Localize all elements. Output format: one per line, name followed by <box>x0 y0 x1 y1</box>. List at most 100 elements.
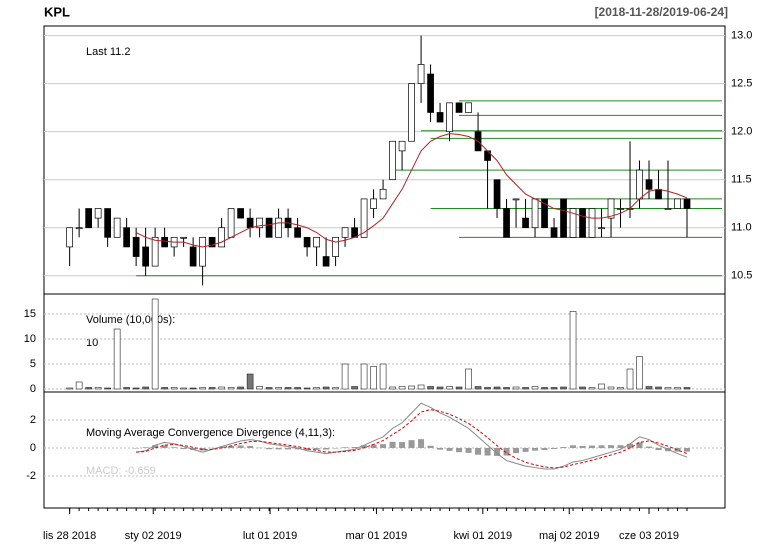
macd-bar <box>256 447 263 449</box>
candle-body <box>113 217 121 238</box>
macd-bar <box>484 447 491 456</box>
candle-body <box>227 208 235 238</box>
candle-body <box>417 64 425 84</box>
candle-body <box>294 227 301 238</box>
volume-bar <box>493 386 501 390</box>
macd-bar <box>237 445 244 448</box>
volume-bar <box>550 387 558 390</box>
candle-body <box>493 179 501 209</box>
candle-body <box>322 256 330 267</box>
volume-bar <box>446 386 453 390</box>
candle-body <box>218 227 225 248</box>
candle-body <box>275 217 282 238</box>
y-tick-label: 2 <box>30 414 36 426</box>
y-tick-label: 11.0 <box>731 222 752 234</box>
volume-bar <box>370 366 377 390</box>
volume-bar <box>170 387 178 390</box>
y-tick-label: 0 <box>30 383 36 395</box>
volume-bar <box>436 386 444 390</box>
macd-bar <box>171 447 178 448</box>
macd-bar <box>408 440 415 448</box>
macd-label: Moving Average Convergence Divergence (4… <box>86 427 335 439</box>
candle-body <box>512 198 520 201</box>
macd-bar <box>579 446 586 448</box>
candle-body <box>379 188 387 200</box>
candle-body <box>75 227 83 230</box>
volume-label: Volume (10,000s): <box>86 314 175 326</box>
candle-body <box>455 102 463 113</box>
candle-body <box>123 227 130 248</box>
macd-bar <box>446 447 453 451</box>
y-tick-label: 12.5 <box>731 78 752 90</box>
volume-bar <box>389 386 396 390</box>
macd-bar <box>313 447 320 450</box>
volume-last: 10 <box>86 337 98 349</box>
candle-body <box>199 236 206 267</box>
x-tick-label: cze 03 2019 <box>619 530 679 542</box>
volume-bar <box>664 387 672 390</box>
macd-bar <box>399 442 406 448</box>
sma-line <box>135 133 688 248</box>
y-tick-label: 11.5 <box>731 174 752 186</box>
macd-bar <box>437 447 444 450</box>
volume-bar <box>607 386 615 390</box>
macd-bar <box>418 439 425 448</box>
volume-bar <box>256 386 263 390</box>
volume-bar <box>208 387 216 390</box>
macd-bar <box>152 445 159 448</box>
volume-bar <box>674 387 681 390</box>
macd-bar <box>361 445 368 448</box>
macd-bar <box>541 447 548 451</box>
macd-bar <box>627 443 634 448</box>
macd-bar <box>646 446 653 448</box>
macd-bar <box>636 442 643 448</box>
candle-body <box>237 208 244 219</box>
volume-bar <box>341 363 349 390</box>
volume-bar <box>237 386 244 390</box>
volume-bar <box>265 387 273 390</box>
candle-body <box>265 217 273 238</box>
macd-bar <box>503 447 510 456</box>
y-tick-label: -2 <box>26 470 36 482</box>
candle-body <box>503 208 510 238</box>
macd-panel <box>43 391 726 509</box>
volume-bar <box>313 387 320 390</box>
volume-bar <box>275 387 282 390</box>
macd-bar <box>598 445 605 448</box>
volume-bar <box>351 386 358 390</box>
candle-body <box>664 208 672 210</box>
volume-bar <box>218 386 225 390</box>
candle-body <box>408 83 415 142</box>
chart-title: KPL <box>44 4 70 19</box>
candle-body <box>256 217 263 229</box>
candle-body <box>313 236 320 248</box>
macd-bar <box>161 445 168 448</box>
candle-body <box>151 236 159 267</box>
volume-bar <box>588 387 596 390</box>
volume-bar <box>151 298 159 390</box>
volume-bar <box>85 387 92 390</box>
candle-body <box>161 236 168 248</box>
volume-bar <box>569 311 577 390</box>
y-tick-label: 5 <box>30 358 36 370</box>
macd-bar <box>465 447 472 453</box>
candle-body <box>427 73 434 113</box>
volume-bar <box>66 387 73 390</box>
macd-bar <box>655 447 662 451</box>
volume-bar <box>75 381 83 390</box>
volume-bar <box>199 387 206 390</box>
volume-bar <box>655 386 662 390</box>
macd-bar <box>608 445 615 448</box>
last-label: Last 11.2 <box>86 46 130 58</box>
macd-value: MACD: -0.659 <box>86 465 156 477</box>
macd-bar <box>389 441 396 448</box>
candle-body <box>579 208 586 238</box>
macd-bar <box>551 447 558 449</box>
candle-body <box>389 140 396 181</box>
macd-bar <box>275 447 282 450</box>
volume-bar <box>522 387 529 390</box>
macd_signal-line <box>136 409 688 469</box>
candle-body <box>598 227 605 230</box>
candle-body <box>683 198 691 209</box>
candle-body <box>607 198 615 219</box>
